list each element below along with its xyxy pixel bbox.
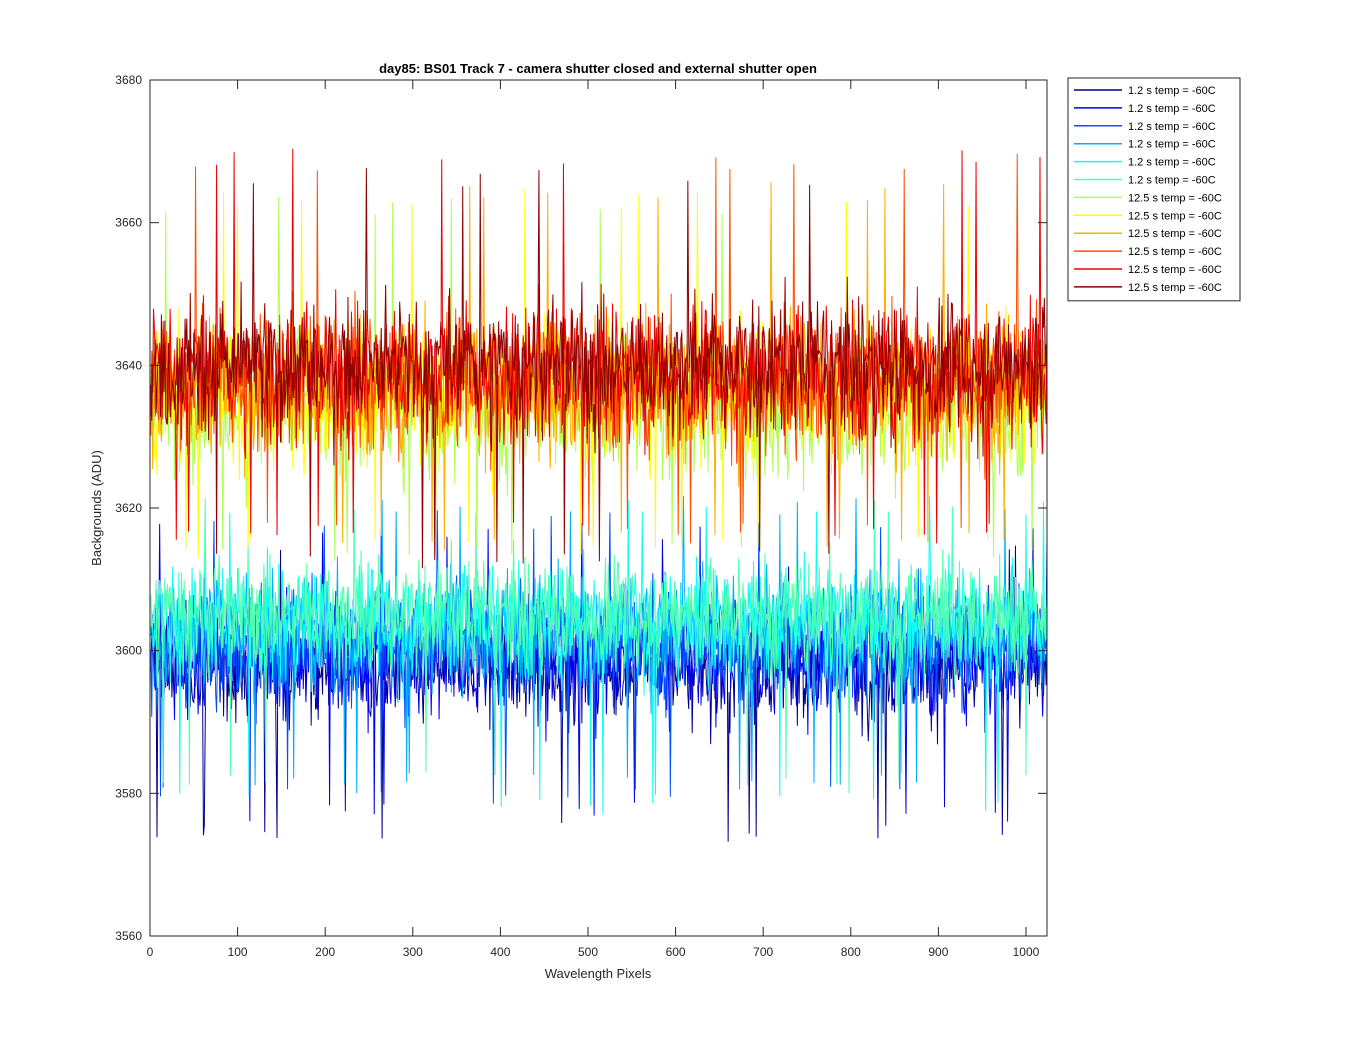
x-tick-label: 100: [228, 945, 248, 959]
y-tick-label: 3640: [115, 358, 142, 372]
legend-box: [1067, 77, 1241, 302]
x-tick-label: 1000: [1013, 945, 1040, 959]
x-tick-label: 900: [928, 945, 948, 959]
y-axis-label: Backgrounds (ADU): [89, 450, 104, 566]
y-tick-label: 3620: [115, 501, 142, 515]
x-tick-label: 700: [753, 945, 773, 959]
y-tick-label: 3600: [115, 644, 142, 658]
y-tick-label: 3580: [115, 786, 142, 800]
y-tick-label: 3680: [115, 73, 142, 87]
legend-entry: 1.2 s temp = -60C: [1128, 85, 1216, 97]
legend-entry: 1.2 s temp = -60C: [1128, 175, 1216, 187]
y-tick-label: 3660: [115, 216, 142, 230]
legend-entry: 12.5 s temp = -60C: [1128, 264, 1222, 276]
legend: 1.2 s temp = -60C 1.2 s temp = -60C 1.2 s …: [1067, 77, 1241, 302]
legend-entry: 1.2 s temp = -60C: [1128, 139, 1216, 151]
chart-title: day85: BS01 Track 7 - camera shutter clo…: [379, 61, 817, 76]
x-tick-label: 0: [147, 945, 154, 959]
y-tick-label: 3560: [115, 929, 142, 943]
x-tick-label: 400: [490, 945, 510, 959]
x-tick-label: 800: [841, 945, 861, 959]
x-axis-label: Wavelength Pixels: [545, 966, 652, 981]
x-tick-label: 600: [666, 945, 686, 959]
x-tick-label: 500: [578, 945, 598, 959]
legend-entry: 1.2 s temp = -60C: [1128, 157, 1216, 169]
plot-lines: [150, 148, 1048, 842]
axis-ticks: 0 100 200 300 400 500 600 700 800 900 1000 3560 3580…: [115, 73, 1047, 959]
legend-entry: 12.5 s temp = -60C: [1128, 282, 1222, 294]
legend-entry: 12.5 s temp = -60C: [1128, 228, 1222, 240]
x-tick-label: 200: [315, 945, 335, 959]
legend-entry: 12.5 s temp = -60C: [1128, 210, 1222, 222]
x-tick-label: 300: [403, 945, 423, 959]
legend-entry: 12.5 s temp = -60C: [1128, 246, 1222, 258]
legend-entry: 12.5 s temp = -60C: [1128, 192, 1222, 204]
legend-entry: 1.2 s temp = -60C: [1128, 121, 1216, 133]
legend-entry: 1.2 s temp = -60C: [1128, 103, 1216, 115]
plot-frame: [149, 79, 1048, 937]
series-line-6: [150, 498, 1048, 794]
series-line-12: [150, 168, 1048, 569]
